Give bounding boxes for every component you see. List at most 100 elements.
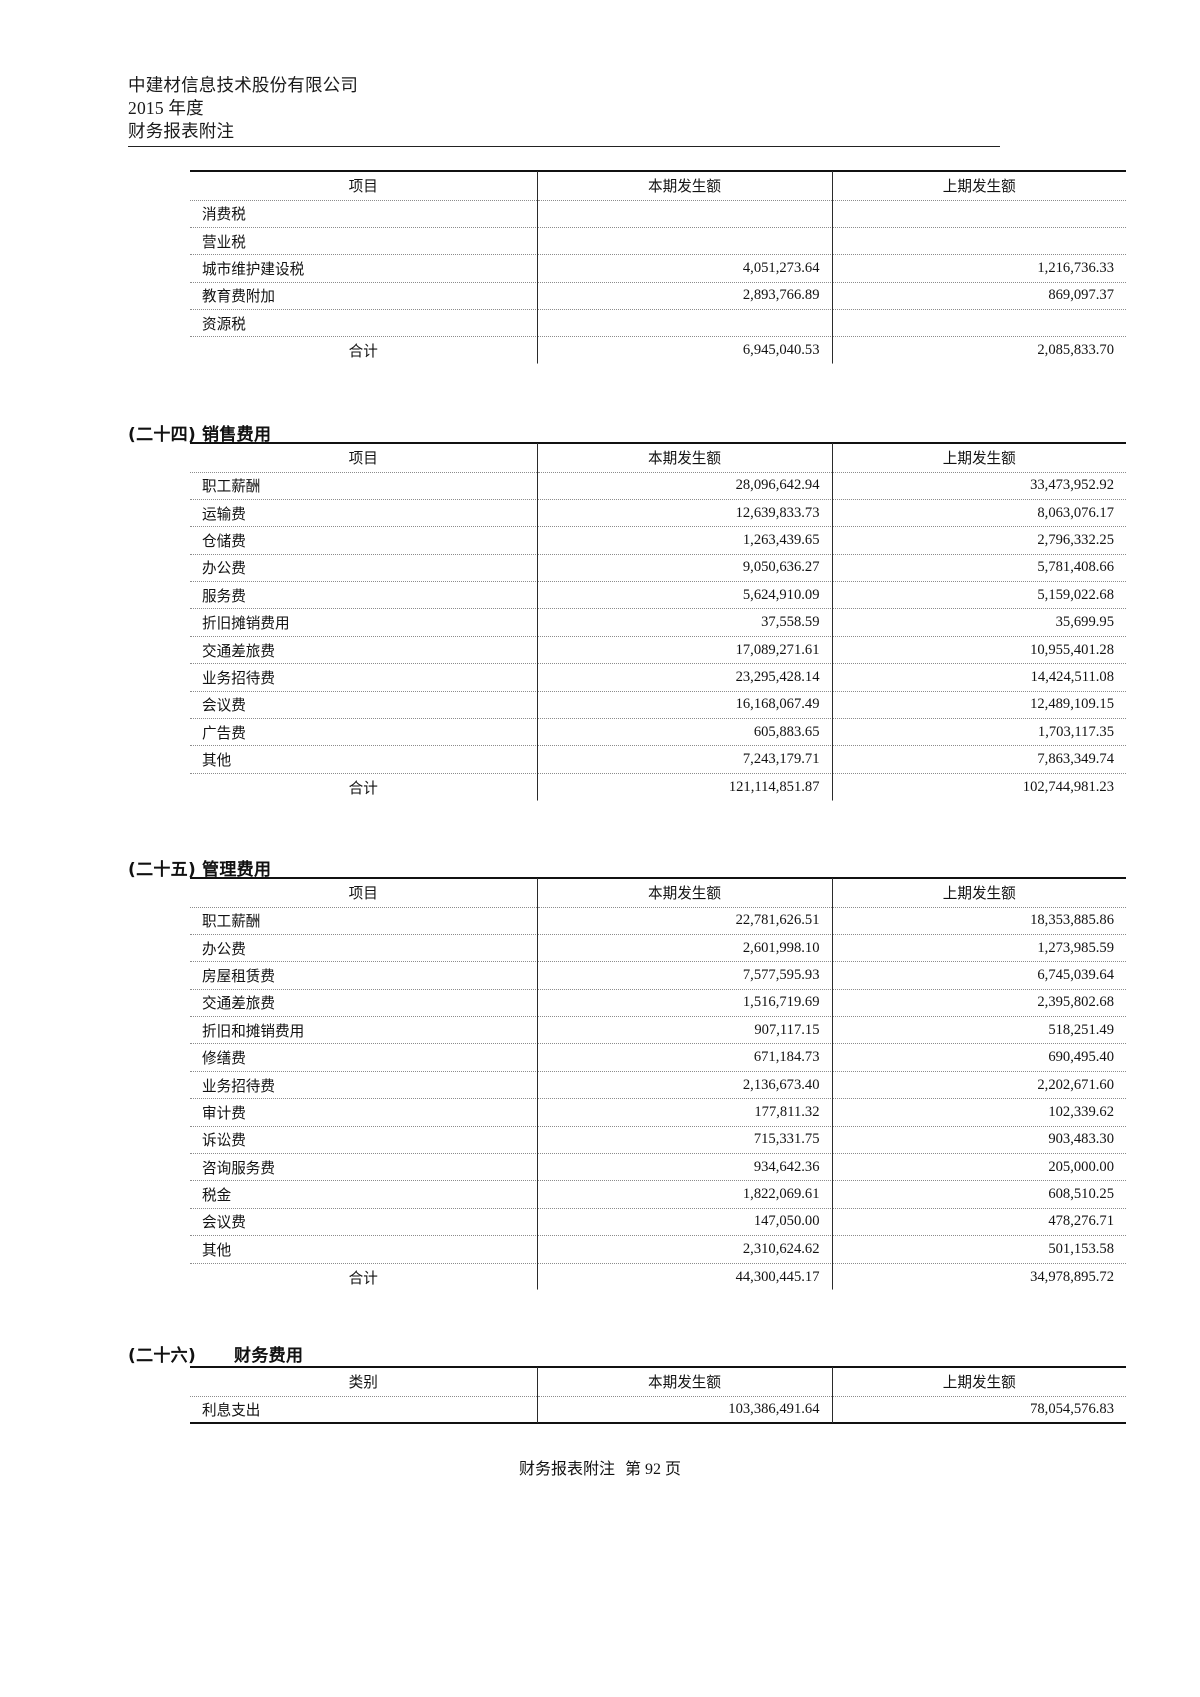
table-row: 其他 7,243,179.71 7,863,349.74	[190, 745, 1126, 774]
section-number: (二十六)	[128, 1346, 197, 1366]
table-row: 办公费 9,050,636.27 5,781,408.66	[190, 554, 1126, 583]
column-header-item: 项目	[190, 170, 537, 201]
cell-current-amount: 4,051,273.64	[536, 254, 832, 283]
taxes-table: 项目 本期发生额 上期发生额 消费税 营业税 城市维护建设税 4,051,273.64…	[190, 170, 1126, 365]
cell-item: 业务招待费	[190, 1071, 537, 1100]
column-header-current: 本期发生额	[536, 170, 832, 201]
cell-previous-amount: 10,955,401.28	[831, 636, 1126, 665]
column-header-current: 本期发生额	[536, 877, 832, 908]
cell-item: 交通差旅费	[190, 989, 537, 1018]
finance-expenses-table-body: 利息支出 103,386,491.64 78,054,576.83	[190, 1396, 1126, 1425]
cell-current-amount: 2,893,766.89	[536, 282, 832, 311]
cell-previous-amount: 1,273,985.59	[831, 934, 1126, 963]
cell-current-amount	[536, 200, 832, 228]
cell-item: 其他	[190, 1235, 537, 1264]
cell-previous-amount: 690,495.40	[831, 1043, 1126, 1072]
column-header-previous: 上期发生额	[831, 877, 1126, 908]
cell-previous-amount: 518,251.49	[831, 1016, 1126, 1045]
cell-item: 运输费	[190, 499, 537, 528]
cell-total-label: 合计	[348, 1270, 378, 1287]
cell-item: 资源税	[190, 309, 537, 338]
cell-total-previous: 2,085,833.70	[831, 336, 1126, 365]
cell-item: 办公费	[190, 554, 537, 583]
cell-current-amount: 22,781,626.51	[536, 907, 832, 935]
cell-item: 交通差旅费	[190, 636, 537, 665]
admin-expenses-table: 项目 本期发生额 上期发生额 职工薪酬 22,781,626.51 18,353,8…	[190, 877, 1126, 1291]
cell-current-amount: 7,243,179.71	[536, 745, 832, 774]
section-name: 管理费用	[202, 860, 272, 880]
cell-item: 会议费	[190, 1208, 537, 1237]
cell-item: 业务招待费	[190, 663, 537, 692]
table-row: 运输费 12,639,833.73 8,063,076.17	[190, 499, 1126, 528]
cell-item: 折旧和摊销费用	[190, 1016, 537, 1045]
cell-current-amount: 37,558.59	[536, 608, 832, 637]
header-rule	[128, 146, 1000, 147]
column-separator	[537, 1367, 538, 1424]
cell-item: 服务费	[190, 581, 537, 610]
column-separator	[832, 878, 833, 1290]
table-row: 职工薪酬 22,781,626.51 18,353,885.86	[190, 907, 1126, 935]
table-row: 交通差旅费 17,089,271.61 10,955,401.28	[190, 636, 1126, 665]
table-row: 广告费 605,883.65 1,703,117.35	[190, 718, 1126, 747]
column-header-previous: 上期发生额	[831, 442, 1126, 473]
cell-current-amount	[536, 227, 832, 256]
cell-current-amount: 147,050.00	[536, 1208, 832, 1237]
section-name: 销售费用	[202, 425, 272, 445]
cell-previous-amount: 102,339.62	[831, 1098, 1126, 1127]
cell-previous-amount: 18,353,885.86	[831, 907, 1126, 935]
footer-page-number: 第 92 页	[625, 1461, 682, 1478]
cell-previous-amount: 608,510.25	[831, 1180, 1126, 1209]
cell-item: 城市维护建设税	[190, 254, 537, 283]
table-row: 营业税	[190, 227, 1126, 256]
cell-current-amount: 715,331.75	[536, 1126, 832, 1155]
cell-previous-amount: 35,699.95	[831, 608, 1126, 637]
cell-item: 教育费附加	[190, 282, 537, 311]
cell-previous-amount: 5,159,022.68	[831, 581, 1126, 610]
table-row: 诉讼费 715,331.75 903,483.30	[190, 1126, 1126, 1155]
cell-current-amount: 9,050,636.27	[536, 554, 832, 583]
cell-current-amount: 17,089,271.61	[536, 636, 832, 665]
cell-item: 广告费	[190, 718, 537, 747]
table-row: 税金 1,822,069.61 608,510.25	[190, 1180, 1126, 1209]
cell-previous-amount: 2,202,671.60	[831, 1071, 1126, 1100]
cell-previous-amount	[831, 227, 1126, 256]
cell-current-amount: 5,624,910.09	[536, 581, 832, 610]
cell-current-amount: 2,136,673.40	[536, 1071, 832, 1100]
table-row: 其他 2,310,624.62 501,153.58	[190, 1235, 1126, 1264]
column-separator	[537, 443, 538, 800]
cell-current-amount: 12,639,833.73	[536, 499, 832, 528]
cell-current-amount: 2,310,624.62	[536, 1235, 832, 1264]
taxes-table-body: 消费税 营业税 城市维护建设税 4,051,273.64 1,216,736.33 教育费…	[190, 200, 1126, 365]
cell-item: 诉讼费	[190, 1126, 537, 1155]
cell-previous-amount: 501,153.58	[831, 1235, 1126, 1264]
cell-item: 修缮费	[190, 1043, 537, 1072]
table-row: 会议费 147,050.00 478,276.71	[190, 1208, 1126, 1237]
column-header-previous: 上期发生额	[831, 170, 1126, 201]
table-row: 业务招待费 2,136,673.40 2,202,671.60	[190, 1071, 1126, 1100]
table-row: 服务费 5,624,910.09 5,159,022.68	[190, 581, 1126, 610]
table-row: 咨询服务费 934,642.36 205,000.00	[190, 1153, 1126, 1182]
selling-expenses-table-body: 职工薪酬 28,096,642.94 33,473,952.92 运输费 12,639,…	[190, 472, 1126, 801]
cell-previous-amount: 14,424,511.08	[831, 663, 1126, 692]
cell-current-amount: 1,263,439.65	[536, 526, 832, 555]
table-header-row: 类别 本期发生额 上期发生额	[190, 1366, 1126, 1397]
cell-previous-amount: 8,063,076.17	[831, 499, 1126, 528]
cell-previous-amount: 6,745,039.64	[831, 961, 1126, 990]
footer-doc-type: 财务报表附注	[518, 1461, 615, 1478]
cell-previous-amount: 2,395,802.68	[831, 989, 1126, 1018]
company-name: 中建材信息技术股份有限公司	[128, 75, 359, 95]
cell-item: 会议费	[190, 691, 537, 720]
section-number: (二十四)	[128, 425, 197, 445]
cell-item: 消费税	[190, 200, 537, 228]
cell-total-current: 121,114,851.87	[536, 773, 832, 801]
cell-item: 职工薪酬	[190, 472, 537, 500]
cell-previous-amount: 33,473,952.92	[831, 472, 1126, 500]
cell-current-amount: 1,516,719.69	[536, 989, 832, 1018]
table-row: 城市维护建设税 4,051,273.64 1,216,736.33	[190, 254, 1126, 283]
cell-current-amount: 934,642.36	[536, 1153, 832, 1182]
cell-current-amount: 177,811.32	[536, 1098, 832, 1127]
table-header-row: 项目 本期发生额 上期发生额	[190, 442, 1126, 473]
cell-previous-amount: 78,054,576.83	[831, 1396, 1126, 1425]
section-heading-admin-expenses: (二十五) 管理费用	[128, 855, 271, 880]
